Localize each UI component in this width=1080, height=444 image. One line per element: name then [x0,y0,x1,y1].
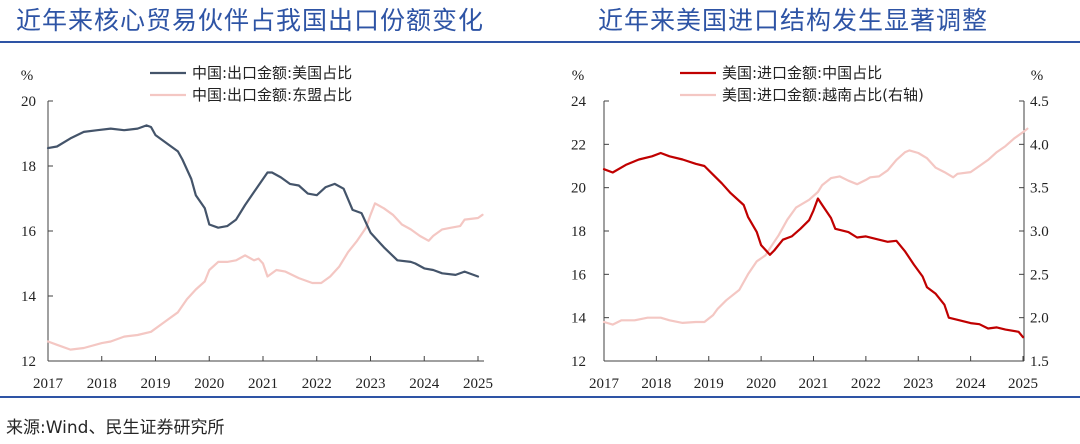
y-tick-label: 12 [571,354,586,370]
right-y-tick-label: 2.5 [1030,267,1049,283]
x-tick-label: 2018 [641,376,671,392]
source-note: 来源:Wind、民生证券研究所 [6,418,225,438]
x-tick-label: 2023 [356,376,386,392]
x-tick-label: 2023 [903,376,933,392]
x-tick-label: 2025 [1008,376,1038,392]
left-chart-title: 近年来核心贸易伙伴占我国出口份额变化 [16,6,485,35]
x-tick-label: 2021 [248,376,278,392]
x-tick-label: 2018 [87,376,117,392]
china-export-share-chart: 12 14 16 18 20 2017 2018 2019 2020 2021 2022 2023 20… [21,64,493,392]
right-y-tick-label: 3.5 [1030,181,1049,197]
right-y-axis-unit-label: % [1031,68,1044,84]
right-y-tick-label: 1.5 [1030,354,1049,370]
y-axis-unit-label: % [572,68,585,84]
x-tick-label: 2022 [302,376,332,392]
y-tick-label: 18 [571,224,586,240]
y-tick-label: 14 [571,311,587,327]
x-tick-label: 2022 [851,376,881,392]
y-tick-label: 20 [571,181,586,197]
x-tick-label: 2017 [33,376,64,392]
y-tick-label: 16 [21,224,37,240]
right-chart-title: 近年来美国进口结构发生显著调整 [598,6,989,35]
x-tick-label: 2019 [694,376,724,392]
y-tick-label: 20 [21,94,36,110]
us-share-line [46,124,480,278]
y-tick-label: 16 [571,267,587,283]
right-y-tick-label: 4.5 [1030,94,1049,110]
legend-label: 中国:出口金额:美国占比 [192,64,352,82]
x-tick-label: 2019 [141,376,171,392]
asean-share-line [46,202,484,351]
x-tick-label: 2020 [194,376,224,392]
legend-label: 美国:进口金额:中国占比 [722,64,882,82]
x-tick-label: 2017 [589,376,620,392]
y-tick-label: 24 [571,94,587,110]
y-tick-label: 18 [21,159,36,175]
footer-divider [0,396,1080,398]
x-tick-label: 2025 [463,376,493,392]
legend-label: 中国:出口金额:东盟占比 [192,86,352,104]
legend-label: 美国:进口金额:越南占比(右轴) [722,86,924,104]
china-share-line [602,151,1025,339]
right-y-tick-label: 4.0 [1030,137,1049,153]
right-y-tick-label: 2.0 [1030,311,1049,327]
x-tick-label: 2024 [409,376,440,392]
y-tick-label: 14 [21,289,37,305]
x-tick-label: 2021 [799,376,829,392]
header-divider [0,41,1080,43]
x-tick-label: 2024 [956,376,987,392]
y-axis-unit-label: % [21,68,34,84]
right-y-tick-label: 3.0 [1030,224,1049,240]
x-tick-label: 2020 [746,376,776,392]
y-tick-label: 12 [21,354,36,370]
vietnam-share-line [602,127,1029,326]
y-tick-label: 22 [571,137,586,153]
